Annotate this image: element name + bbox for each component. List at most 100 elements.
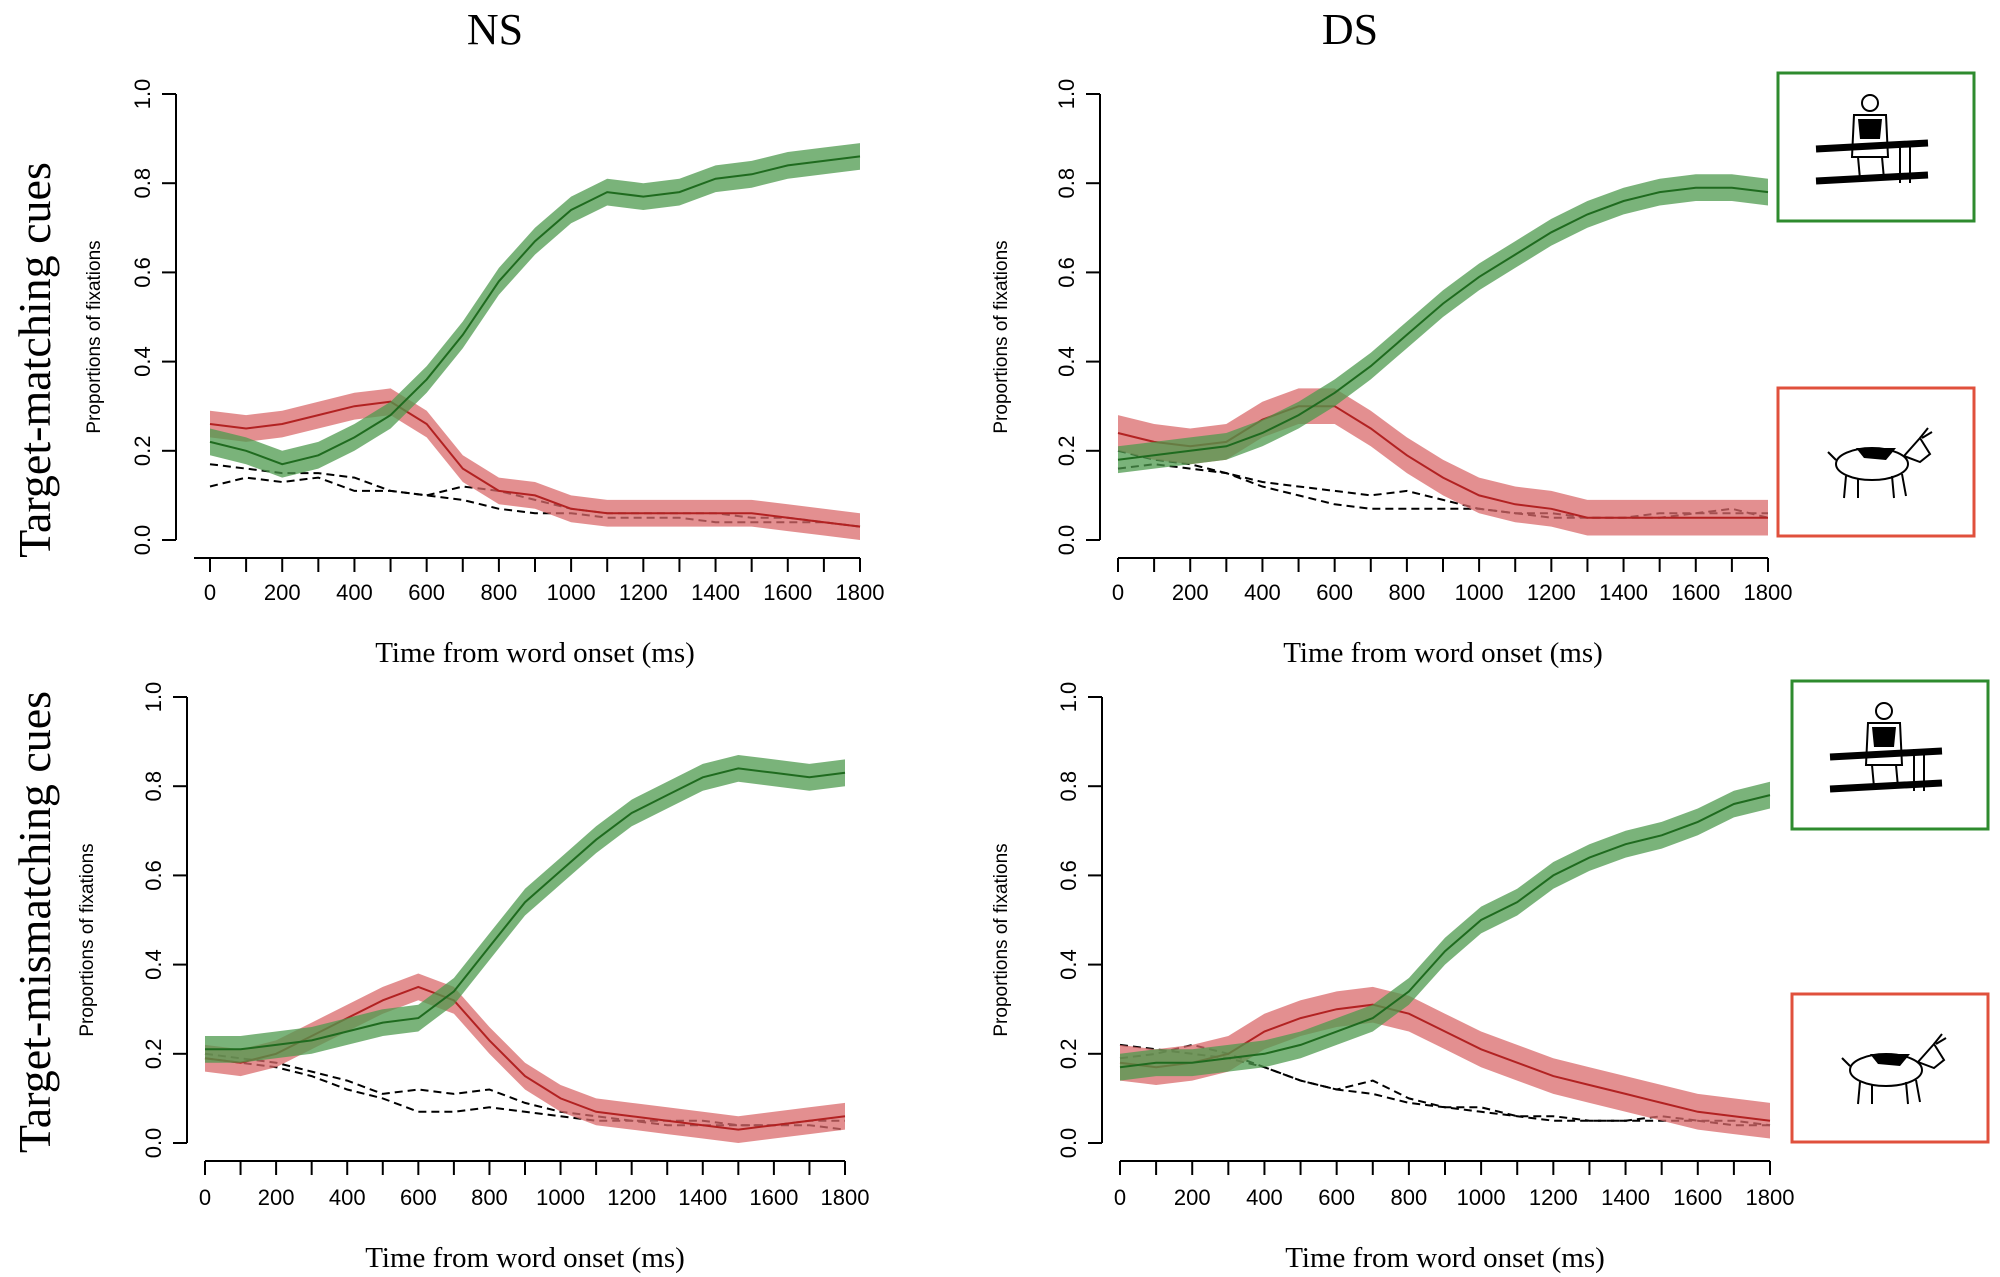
goat-icon (1827, 427, 1933, 499)
y-tick-label: 1.0 (1054, 79, 1079, 110)
x-tick-label: 800 (471, 1185, 508, 1210)
y-axis-label: Proportions of fixations (991, 240, 1012, 433)
x-tick-label: 1800 (821, 1185, 870, 1210)
x-tick-label: 1800 (1746, 1185, 1795, 1210)
x-tick-label: 600 (400, 1185, 437, 1210)
x-tick-label: 200 (264, 580, 301, 605)
x-tick-label: 800 (1389, 580, 1426, 605)
competitor-picture-frame (1776, 386, 1976, 538)
competitor-picture (1776, 386, 1976, 538)
competitor-confidence-band (210, 388, 860, 540)
x-axis-label: Time from word onset (ms) (1283, 637, 1603, 669)
x-tick-label: 400 (336, 580, 373, 605)
x-tick-label: 1200 (1527, 580, 1576, 605)
chart-panel-ds-matching: 0 200 400 600 800 1000 1200 1400 1600 1800 0.0 0.2 0… (991, 79, 1792, 669)
distractor-1-line (204, 1057, 846, 1131)
x-axis-label: Time from word onset (ms) (1285, 1242, 1605, 1274)
y-tick-label: 0.8 (1056, 771, 1081, 802)
x-tick-label: 600 (1318, 1185, 1355, 1210)
chart-panel-ns-matching: 0 200 400 600 800 1000 1200 1400 1600 1800 0.0 0.2 0… (84, 79, 884, 669)
target-confidence-band (210, 143, 860, 478)
picture-legends (1776, 71, 1990, 1144)
x-tick-label: 1800 (1744, 580, 1793, 605)
x-axis-label: Time from word onset (ms) (375, 637, 695, 669)
x-tick-label: 1000 (1457, 1185, 1506, 1210)
x-tick-label: 1800 (836, 580, 885, 605)
y-tick-label: 0.8 (141, 771, 166, 802)
target-line (1117, 186, 1769, 461)
x-tick-label: 1200 (1529, 1185, 1578, 1210)
x-tick-label: 800 (481, 580, 518, 605)
row-title-target-matching: Target-matching cues (9, 162, 60, 558)
y-tick-label: 1.0 (130, 79, 155, 110)
x-tick-label: 1600 (763, 580, 812, 605)
y-tick-label: 0.4 (141, 949, 166, 980)
x-tick-label: 200 (1174, 1185, 1211, 1210)
x-tick-label: 0 (204, 580, 216, 605)
y-tick-label: 0.6 (141, 860, 166, 891)
target-line (205, 767, 846, 1051)
competitor-picture (1790, 992, 1990, 1144)
distractor-2-line (204, 1052, 845, 1127)
y-tick-label: 0.4 (1056, 949, 1081, 980)
y-tick-label: 0.0 (141, 1128, 166, 1159)
y-tick-label: 0.2 (1056, 1039, 1081, 1070)
target-confidence-band (205, 755, 845, 1063)
y-tick-label: 0.8 (130, 168, 155, 199)
target-confidence-band (1120, 781, 1770, 1081)
y-tick-label: 0.0 (130, 525, 155, 556)
y-tick-label: 0.6 (1054, 257, 1079, 288)
column-title-ns: NS (467, 5, 523, 54)
target-line (209, 155, 861, 466)
y-axis-label: Proportions of fixations (991, 843, 1012, 1036)
x-tick-label: 1400 (1599, 580, 1648, 605)
x-tick-label: 800 (1391, 1185, 1428, 1210)
x-tick-label: 0 (1114, 1185, 1126, 1210)
x-tick-label: 1600 (749, 1185, 798, 1210)
x-tick-label: 200 (1172, 580, 1209, 605)
goat-icon (1841, 1033, 1947, 1105)
competitor-line (209, 400, 861, 528)
row-title-target-mismatching: Target-mismatching cues (9, 691, 60, 1153)
target-picture (1790, 679, 1990, 831)
target-picture (1776, 71, 1976, 223)
x-tick-label: 1400 (678, 1185, 727, 1210)
x-tick-label: 400 (329, 1185, 366, 1210)
y-tick-label: 0.8 (1054, 168, 1079, 199)
y-tick-label: 0.0 (1056, 1128, 1081, 1159)
y-tick-label: 0.2 (141, 1039, 166, 1070)
x-tick-label: 1400 (691, 580, 740, 605)
column-title-ds: DS (1322, 5, 1378, 54)
y-tick-label: 0.4 (1054, 346, 1079, 377)
y-tick-label: 1.0 (1056, 682, 1081, 713)
x-tick-label: 600 (408, 580, 445, 605)
x-tick-label: 1200 (619, 580, 668, 605)
x-tick-label: 400 (1244, 580, 1281, 605)
x-tick-label: 400 (1246, 1185, 1283, 1210)
x-tick-label: 0 (199, 1185, 211, 1210)
x-tick-label: 200 (258, 1185, 295, 1210)
y-axis-label: Proportions of fixations (84, 240, 105, 433)
x-tick-label: 1000 (547, 580, 596, 605)
x-tick-label: 1000 (536, 1185, 585, 1210)
x-tick-label: 1600 (1673, 1185, 1722, 1210)
y-tick-label: 0.4 (130, 346, 155, 377)
x-tick-label: 1600 (1671, 580, 1720, 605)
target-line (1119, 794, 1771, 1069)
woman-at-bars-icon (1815, 94, 1929, 185)
x-tick-label: 0 (1112, 580, 1124, 605)
chart-panels: 0 200 400 600 800 1000 1200 1400 1600 1800 0.0 0.2 0… (77, 79, 1794, 1274)
y-tick-label: 1.0 (141, 682, 166, 713)
target-confidence-band (1118, 174, 1768, 474)
y-tick-label: 0.6 (130, 257, 155, 288)
x-tick-label: 600 (1316, 580, 1353, 605)
x-axis-label: Time from word onset (ms) (365, 1242, 685, 1274)
chart-panel-ds-mismatching: 0 200 400 600 800 1000 1200 1400 1600 1800 0.0 0.2 0… (991, 682, 1794, 1274)
woman-at-bars-icon (1829, 702, 1943, 793)
y-tick-label: 0.0 (1054, 525, 1079, 556)
y-tick-label: 0.2 (130, 436, 155, 467)
competitor-picture-frame (1790, 992, 1990, 1144)
x-tick-label: 1000 (1455, 580, 1504, 605)
